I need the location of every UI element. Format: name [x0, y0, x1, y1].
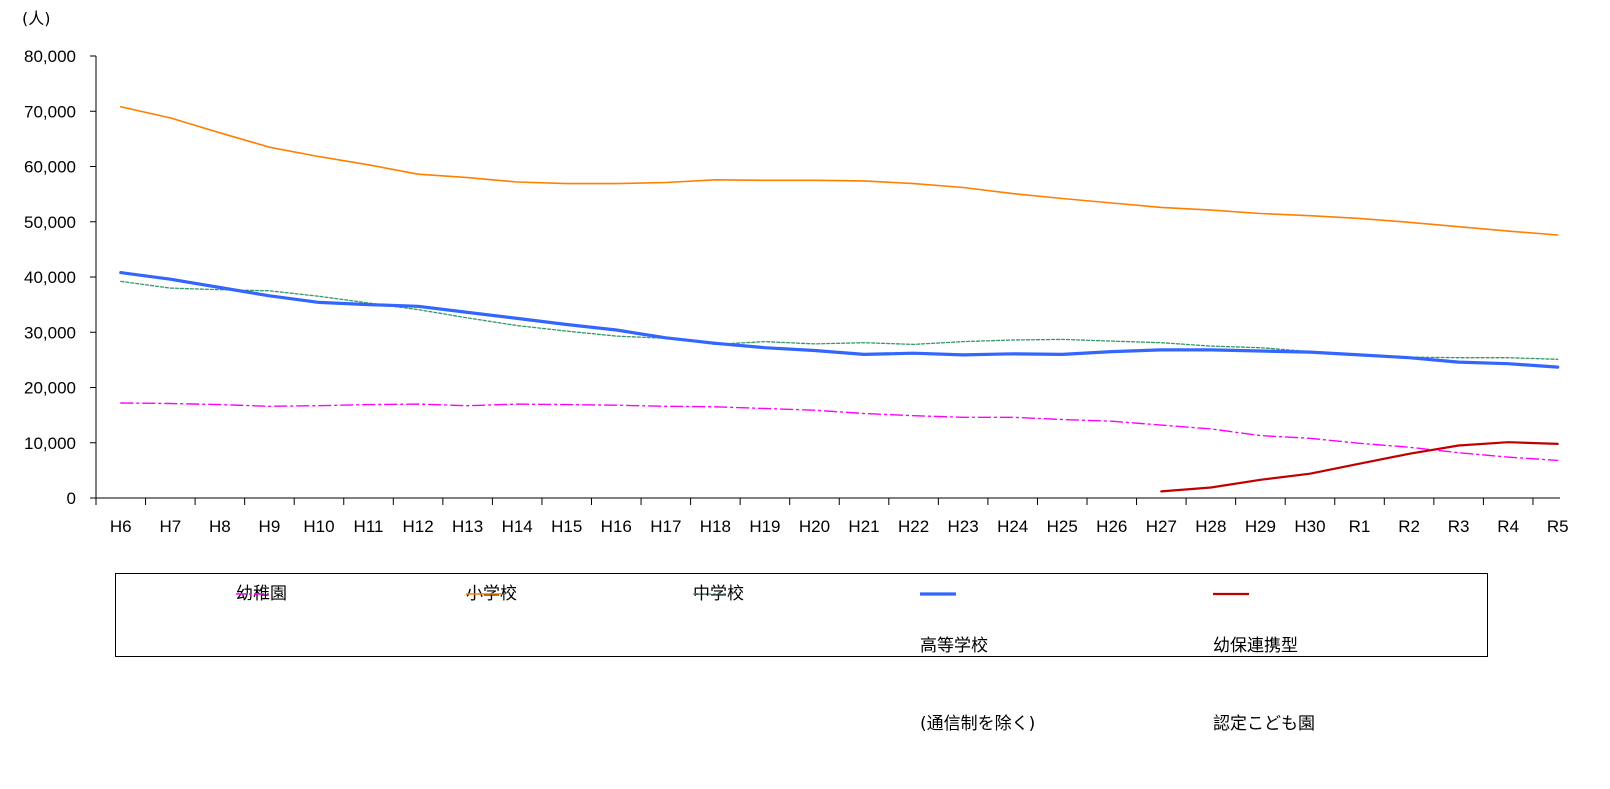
legend-swatch-kindergarten — [236, 593, 272, 595]
x-tick-label: H11 — [354, 517, 384, 536]
x-tick-label: H6 — [110, 517, 132, 536]
chart-legend: 幼稚園 小学校 中学校 高等学校 (通信制を除く) — [115, 573, 1488, 734]
y-tick-label: 20,000 — [24, 379, 76, 398]
series-line-1 — [120, 106, 1559, 236]
y-tick-label: 60,000 — [24, 158, 76, 177]
legend-label-kodomoen: 幼保連携型 認定こども園 — [1213, 581, 1315, 789]
series-line-3 — [119, 271, 1560, 369]
x-tick-label: H23 — [948, 517, 979, 536]
x-tick-label: H10 — [303, 517, 334, 536]
x-tick-label: R4 — [1497, 517, 1519, 536]
x-tick-label: H22 — [898, 517, 929, 536]
legend-swatch-junior-high — [693, 593, 729, 595]
y-tick-label: 0 — [67, 489, 76, 508]
y-tick-label: 30,000 — [24, 323, 76, 342]
legend-swatch-kodomoen — [1213, 592, 1249, 596]
x-tick-label: R2 — [1398, 517, 1420, 536]
x-tick-label: H25 — [1047, 517, 1078, 536]
x-tick-label: H17 — [650, 517, 681, 536]
legend-label-high-school-line1: 高等学校 — [920, 636, 988, 656]
x-tick-label: H20 — [799, 517, 830, 536]
legend-label-kodomoen-line1: 幼保連携型 — [1213, 636, 1298, 656]
x-tick-label: H14 — [502, 517, 533, 536]
legend-swatch-high-school — [920, 592, 956, 596]
x-tick-label: H18 — [700, 517, 731, 536]
x-tick-label: H24 — [997, 517, 1028, 536]
legend-item-elementary: 小学校 — [466, 584, 517, 607]
legend-item-high-school: 高等学校 (通信制を除く) — [920, 588, 1035, 789]
x-tick-label: H7 — [159, 517, 181, 536]
x-tick-label: H26 — [1096, 517, 1127, 536]
line-chart: (人) 0 10,000 20,000 30,000 40,000 50,000 60,000… — [22, 9, 1569, 734]
x-tick-label: H21 — [848, 517, 879, 536]
y-tick-label: 70,000 — [24, 102, 76, 121]
x-tick-label: H29 — [1245, 517, 1276, 536]
x-tick-label: H19 — [749, 517, 780, 536]
chart-plot-area: (人) 0 10,000 20,000 30,000 40,000 50,000 60,000… — [22, 9, 1569, 536]
legend-item-junior-high: 中学校 — [693, 584, 744, 607]
x-tick-label: H13 — [452, 517, 483, 536]
x-tick-label: H30 — [1294, 517, 1325, 536]
x-tick-label: H12 — [402, 517, 433, 536]
x-tick-label: R1 — [1349, 517, 1371, 536]
y-tick-label: 50,000 — [24, 213, 76, 232]
y-axis-unit-label: (人) — [22, 9, 51, 28]
series-line-4 — [1160, 441, 1559, 493]
legend-label-high-school: 高等学校 (通信制を除く) — [920, 581, 1035, 789]
legend-swatch-elementary — [466, 593, 502, 595]
y-tick-label: 80,000 — [24, 47, 76, 66]
series-line-0 — [120, 402, 1559, 462]
x-tick-label: R3 — [1448, 517, 1470, 536]
x-tick-label: H9 — [259, 517, 281, 536]
legend-item-kindergarten: 幼稚園 — [236, 584, 287, 607]
y-tick-label: 10,000 — [24, 434, 76, 453]
series-line-2 — [120, 280, 1559, 360]
x-tick-label: H27 — [1146, 517, 1177, 536]
x-tick-label: H8 — [209, 517, 231, 536]
x-tick-label: H15 — [551, 517, 582, 536]
y-tick-label: 40,000 — [24, 268, 76, 287]
x-tick-label: R5 — [1547, 517, 1569, 536]
legend-item-kodomoen: 幼保連携型 認定こども園 — [1213, 588, 1315, 789]
legend-label-high-school-line2: (通信制を除く) — [920, 714, 1036, 734]
x-tick-label: H28 — [1195, 517, 1226, 536]
x-tick-label: H16 — [601, 517, 632, 536]
legend-label-kodomoen-line2: 認定こども園 — [1213, 714, 1315, 734]
